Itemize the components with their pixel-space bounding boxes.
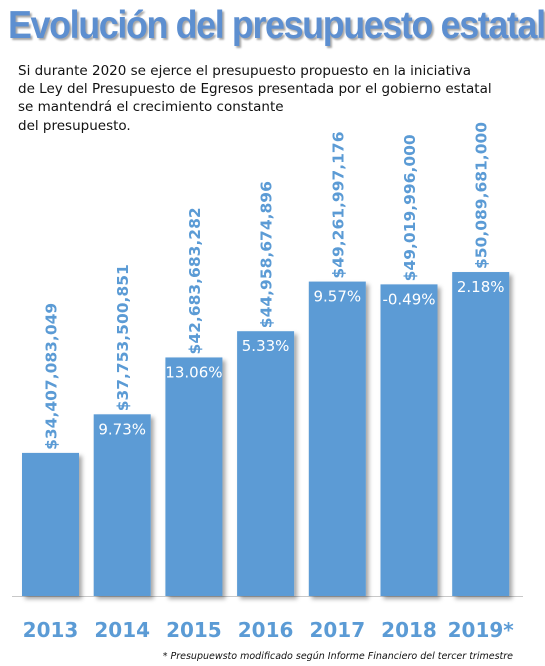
bar-2018 bbox=[380, 284, 438, 596]
growth-label: 13.06% bbox=[165, 363, 222, 381]
value-label: $37,753,500,851 bbox=[114, 264, 132, 411]
growth-label: 2.18% bbox=[457, 278, 505, 296]
value-label: $50,089,681,000 bbox=[473, 122, 491, 269]
value-label: $49,019,996,000 bbox=[401, 134, 419, 281]
growth-label: 5.33% bbox=[242, 337, 290, 355]
growth-label: -0.49% bbox=[382, 290, 435, 308]
bar-2013 bbox=[22, 452, 79, 596]
year-label: 2018 bbox=[381, 618, 437, 642]
year-label: 2016 bbox=[238, 618, 294, 642]
growth-label: 9.57% bbox=[313, 288, 361, 306]
bar-2019* bbox=[452, 272, 510, 596]
value-label: $49,261,997,176 bbox=[329, 131, 347, 278]
subtitle-line-3: se mantendrá el crecimiento constante bbox=[18, 99, 284, 115]
year-label: 2019* bbox=[448, 618, 515, 642]
chart-title: Evolución del presupuesto estatal bbox=[8, 4, 545, 47]
subtitle-line-1: Si durante 2020 se ejerce el presupuesto… bbox=[18, 63, 471, 79]
growth-label: 9.73% bbox=[98, 420, 146, 438]
bar-2015 bbox=[165, 357, 223, 596]
year-label: 2017 bbox=[309, 618, 365, 642]
year-label: 2015 bbox=[166, 618, 222, 642]
subtitle-line-4: del presupuesto. bbox=[18, 118, 131, 134]
footnote: * Presupuewsto modificado según Informe … bbox=[162, 651, 513, 662]
year-label: 2014 bbox=[94, 618, 150, 642]
bar-2016 bbox=[237, 331, 295, 596]
subtitle-line-2: de Ley del Presupuesto de Egresos presen… bbox=[18, 81, 492, 97]
bar-2014 bbox=[93, 414, 151, 596]
value-label: $34,407,083,049 bbox=[43, 303, 61, 450]
year-label: 2013 bbox=[23, 618, 79, 642]
value-label: $42,683,683,282 bbox=[186, 207, 204, 354]
bar-2017 bbox=[308, 281, 366, 596]
value-label: $44,958,674,896 bbox=[258, 181, 276, 328]
